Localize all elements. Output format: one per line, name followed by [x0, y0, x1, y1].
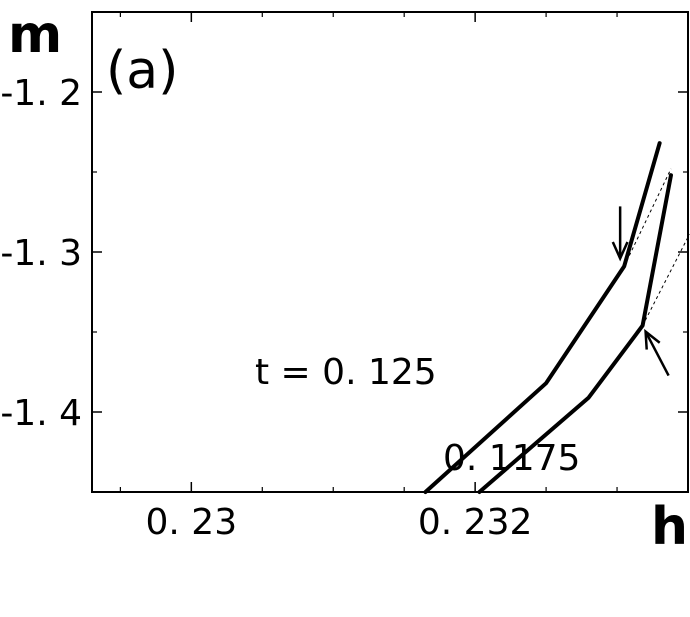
annotations	[611, 206, 670, 377]
axis-tick-labels: 0. 23 0. 232 -1. 2 -1. 3 -1. 4	[0, 73, 532, 543]
y-tick-label: -1. 2	[0, 73, 82, 114]
y-tick-label: -1. 4	[0, 393, 82, 434]
x-axis-label: h	[651, 497, 688, 557]
series-line-2	[477, 173, 673, 494]
arrow-shaft-2	[644, 331, 670, 377]
data-series	[423, 141, 690, 494]
y-tick-label: -1. 3	[0, 233, 82, 274]
axis-ticks	[92, 11, 688, 492]
plot-frame	[91, 11, 689, 493]
x-tick-label: 0. 232	[418, 502, 533, 543]
arrow-head-1	[611, 241, 629, 262]
series-label-2: 0. 1175	[443, 438, 580, 479]
x-tick-label: 0. 23	[146, 502, 238, 543]
extrapolation-line-1	[623, 168, 672, 267]
arrow-head-2	[644, 328, 661, 350]
y-axis-label: m	[8, 5, 62, 65]
panel-label: (a)	[106, 41, 178, 101]
series-label-1: t = 0. 125	[255, 352, 437, 393]
extrapolation-line-2	[642, 234, 690, 326]
series-line-1	[423, 141, 662, 494]
